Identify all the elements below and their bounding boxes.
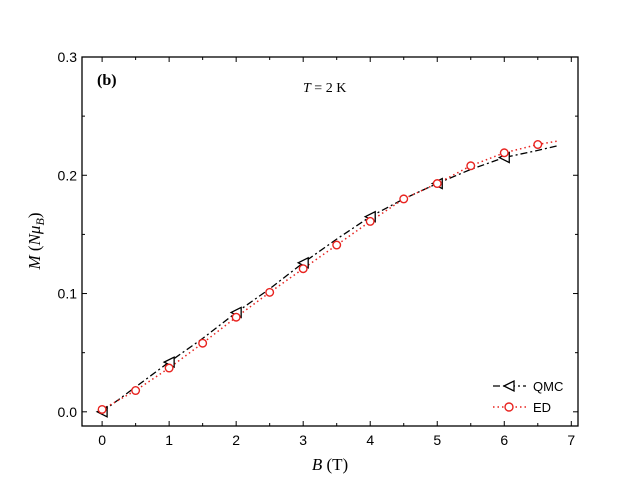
x-axis-label: B (T)	[312, 455, 348, 474]
y-tick-label: 0.0	[58, 404, 78, 420]
ed-point	[231, 312, 241, 322]
x-tick-label: 2	[232, 432, 240, 448]
ed-point	[298, 264, 308, 274]
ed-point	[533, 140, 543, 150]
ed-point	[432, 179, 442, 189]
ed-point	[164, 363, 174, 373]
axis-ticks: 0 1 2 3 4 5 6 7 0.0 0.1 0.2 0.3	[58, 49, 578, 448]
x-tick-label: 6	[500, 432, 508, 448]
x-tick-label: 1	[165, 432, 173, 448]
plot-frame	[81, 56, 579, 427]
y-axis-label: M (NμB)	[25, 213, 47, 271]
x-tick-label: 0	[98, 432, 106, 448]
y-tick-label: 0.3	[58, 49, 78, 65]
legend-ed-marker	[504, 402, 514, 412]
y-tick-label: 0.2	[58, 167, 78, 183]
legend-ed-label: ED	[533, 400, 551, 415]
x-tick-label: 4	[366, 432, 374, 448]
x-tick-label: 7	[567, 432, 575, 448]
x-tick-label: 3	[299, 432, 307, 448]
legend: QMC ED	[493, 379, 563, 415]
legend-qmc-label: QMC	[533, 379, 563, 394]
ed-point	[499, 148, 509, 158]
x-tick-label: 5	[433, 432, 441, 448]
legend-qmc-marker	[502, 379, 515, 393]
qmc-series-line	[101, 145, 559, 413]
y-tick-label: 0.1	[58, 286, 78, 302]
temperature-annotation: T = 2 K	[303, 81, 346, 96]
ed-point	[198, 338, 208, 348]
ed-point	[399, 194, 409, 204]
series-markers	[95, 140, 543, 418]
ed-point	[466, 161, 476, 171]
ed-point	[365, 216, 375, 226]
ed-point	[265, 287, 275, 297]
panel-label: (b)	[97, 72, 117, 89]
ed-point	[97, 404, 107, 414]
ed-point	[131, 386, 141, 396]
series-lines	[101, 140, 559, 413]
ed-point	[332, 240, 342, 250]
